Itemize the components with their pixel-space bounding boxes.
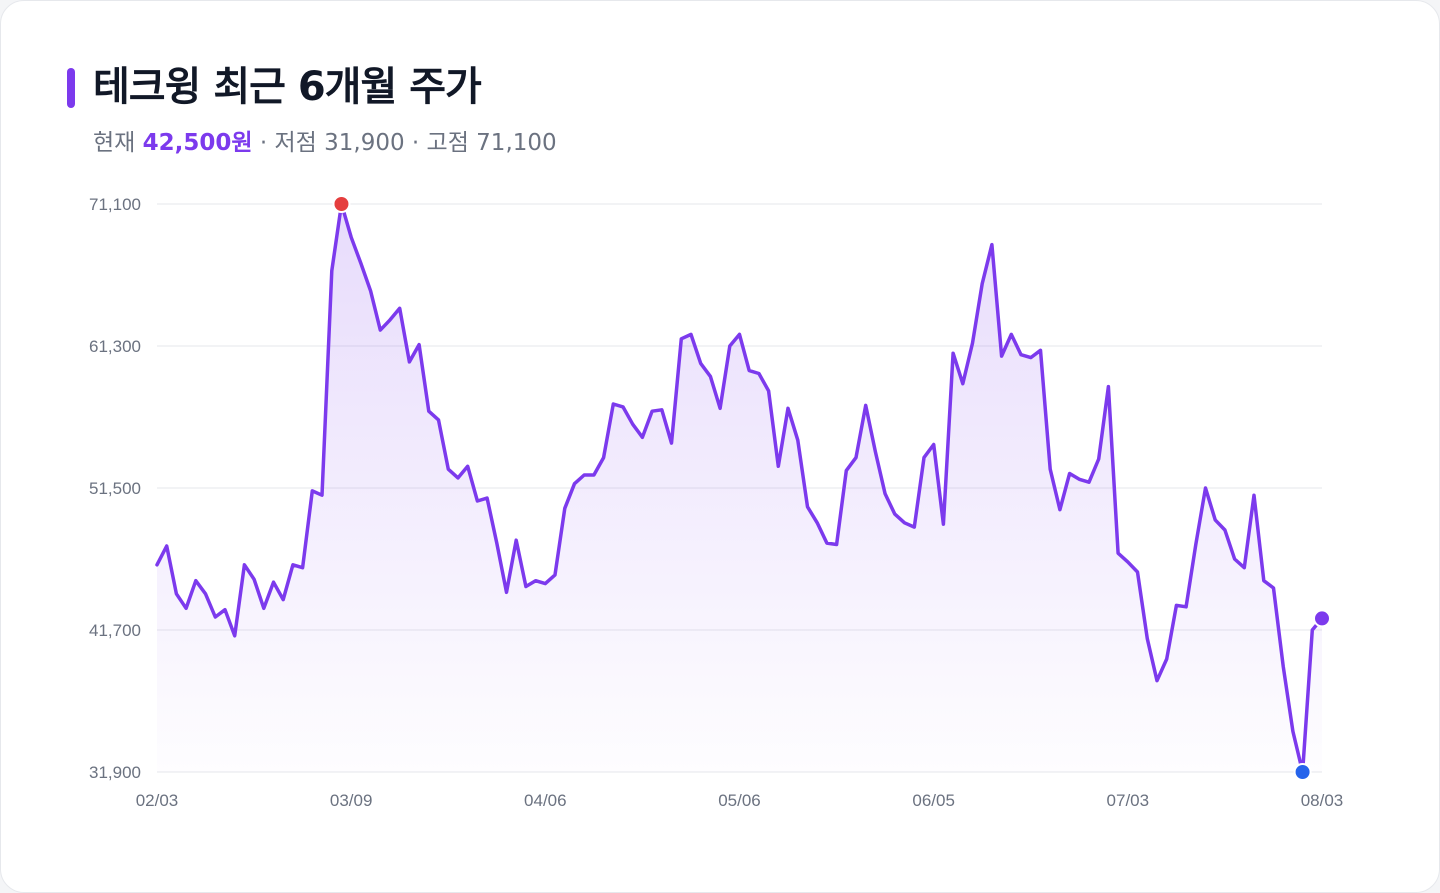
- x-tick-label: 06/05: [912, 791, 955, 810]
- y-tick-label: 31,900: [89, 763, 141, 782]
- x-tick-label: 04/06: [524, 791, 567, 810]
- low-point-marker: [1293, 763, 1312, 781]
- y-tick-label: 71,100: [89, 195, 141, 214]
- x-tick-label: 07/03: [1107, 791, 1150, 810]
- chart-subtitle: 현재 42,500원 · 저점 31,900 · 고점 71,100: [93, 127, 557, 159]
- y-tick-label: 41,700: [89, 621, 141, 640]
- current-price: 42,500원: [142, 130, 253, 156]
- price-markers: [332, 195, 1331, 781]
- price-line: [155, 202, 1324, 774]
- y-tick-label: 51,500: [89, 479, 141, 498]
- x-tick-label: 02/03: [136, 791, 179, 810]
- current-label: 현재: [93, 130, 136, 156]
- price-area: [157, 204, 1322, 772]
- current-point-marker: [1313, 609, 1331, 628]
- title-accent-bar: [67, 68, 75, 108]
- x-axis-labels: 02/03 03/09 04/06 05/06 06/05 07/03 08/03: [136, 791, 1344, 810]
- high-price-label: · 고점 71,100: [404, 130, 557, 156]
- y-tick-label: 61,300: [89, 337, 141, 356]
- y-axis-labels: 31,900 41,700 51,500 61,300 71,100: [89, 195, 141, 782]
- x-tick-label: 05/06: [718, 791, 761, 810]
- x-tick-label: 03/09: [330, 791, 373, 810]
- x-tick-label: 08/03: [1301, 791, 1344, 810]
- low-price-label: · 저점 31,900: [252, 130, 405, 156]
- chart-title: 테크윙 최근 6개월 주가: [93, 64, 482, 110]
- high-point-marker: [332, 195, 351, 213]
